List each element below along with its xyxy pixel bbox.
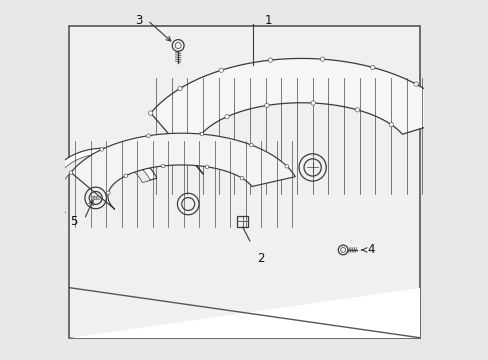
Circle shape — [205, 165, 208, 168]
Circle shape — [106, 191, 110, 194]
Circle shape — [94, 196, 97, 200]
Polygon shape — [55, 154, 150, 213]
Text: 4: 4 — [367, 243, 374, 256]
Text: 3: 3 — [135, 14, 142, 27]
Circle shape — [264, 103, 268, 108]
Text: 1: 1 — [264, 14, 271, 27]
Circle shape — [310, 101, 315, 105]
Circle shape — [240, 176, 244, 180]
Circle shape — [224, 114, 229, 119]
FancyBboxPatch shape — [69, 26, 419, 338]
Circle shape — [445, 105, 449, 110]
Circle shape — [370, 65, 374, 69]
Polygon shape — [69, 288, 419, 338]
Circle shape — [267, 58, 272, 62]
Circle shape — [285, 165, 288, 168]
Circle shape — [69, 171, 73, 174]
Circle shape — [124, 174, 127, 177]
Circle shape — [388, 122, 393, 127]
Bar — [237, 216, 248, 227]
Circle shape — [100, 148, 103, 151]
Circle shape — [249, 143, 253, 147]
Circle shape — [354, 108, 359, 112]
Circle shape — [320, 57, 324, 61]
Polygon shape — [150, 58, 456, 174]
Circle shape — [91, 196, 94, 200]
Circle shape — [413, 82, 417, 86]
Circle shape — [146, 134, 150, 138]
Circle shape — [97, 196, 100, 200]
Text: 5: 5 — [70, 215, 78, 228]
Text: 2: 2 — [257, 252, 264, 265]
Circle shape — [199, 132, 203, 137]
Circle shape — [148, 111, 153, 115]
Polygon shape — [49, 148, 157, 215]
Circle shape — [200, 132, 203, 136]
Circle shape — [191, 154, 195, 158]
Circle shape — [219, 68, 223, 72]
Circle shape — [161, 164, 164, 168]
Polygon shape — [71, 133, 295, 209]
Circle shape — [178, 86, 182, 91]
